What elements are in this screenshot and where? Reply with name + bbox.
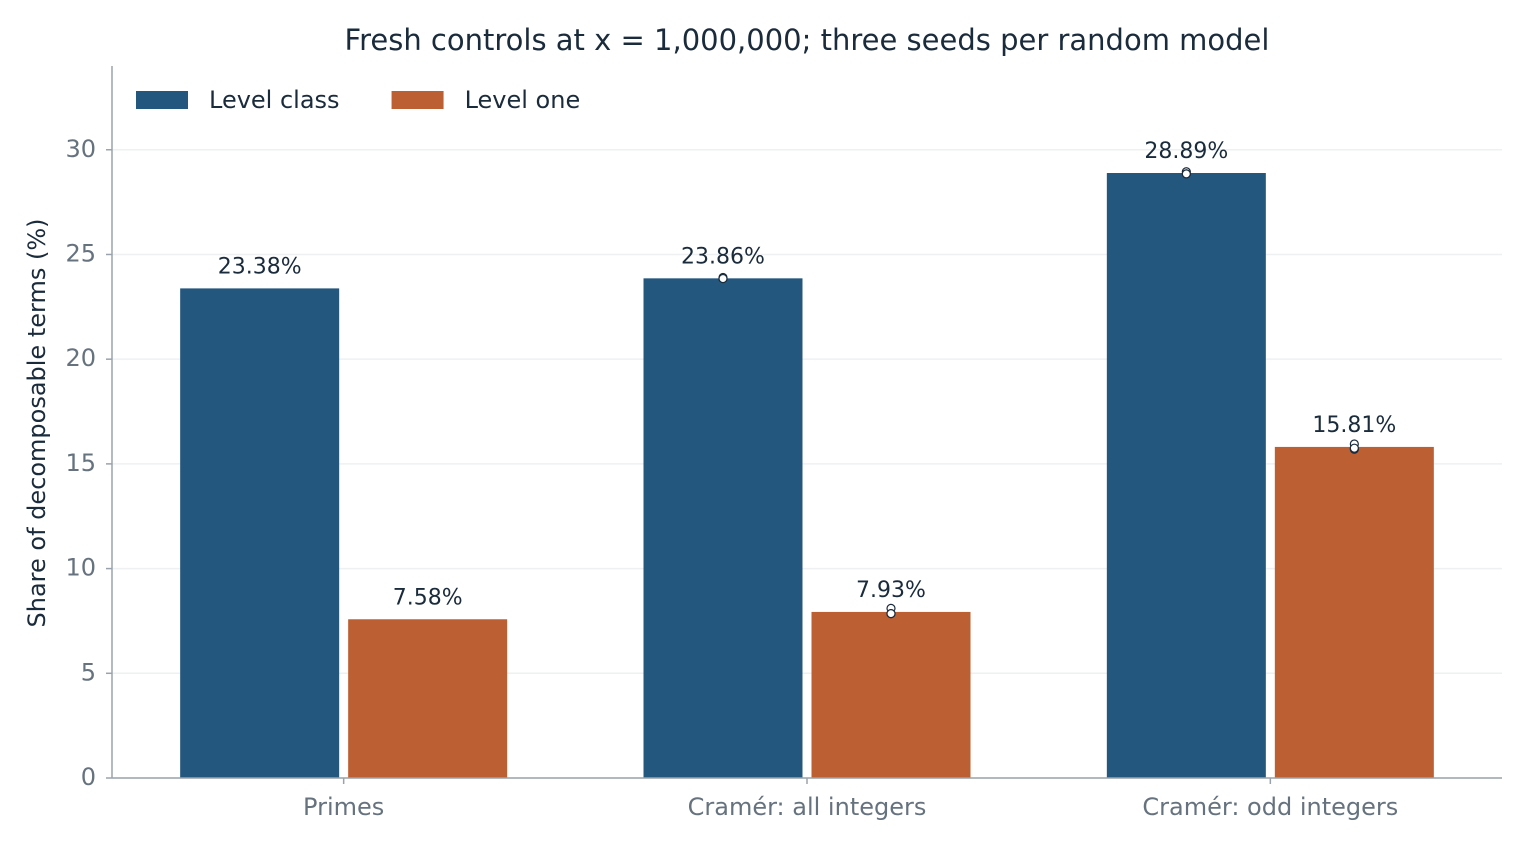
seed-point xyxy=(1349,443,1359,453)
bar xyxy=(1106,173,1266,779)
value-label: 28.89% xyxy=(1144,139,1228,164)
y-tick-label: 30 xyxy=(65,135,96,163)
bar xyxy=(811,611,971,778)
x-tick-label: Cramér: all integers xyxy=(688,793,927,821)
seed-point xyxy=(886,609,896,619)
seed-point xyxy=(1181,169,1191,179)
y-tick-label: 10 xyxy=(65,554,96,582)
legend-swatch xyxy=(136,91,188,109)
y-axis-label: Share of decomposable terms (%) xyxy=(23,219,51,628)
grid xyxy=(112,149,1502,779)
value-label: 15.81% xyxy=(1312,413,1396,438)
x-tick-label: Cramér: odd integers xyxy=(1142,793,1398,821)
bar xyxy=(180,288,340,778)
x-tick-label: Primes xyxy=(303,793,384,821)
bar xyxy=(1274,446,1434,778)
y-tick-label: 20 xyxy=(65,344,96,372)
chart-title: Fresh controls at x = 1,000,000; three s… xyxy=(345,23,1270,57)
y-tick-label: 5 xyxy=(81,658,96,686)
value-label: 7.93% xyxy=(856,578,926,603)
value-label: 23.86% xyxy=(681,244,765,269)
bar xyxy=(643,278,803,778)
bar xyxy=(348,619,508,778)
seed-point xyxy=(718,273,728,284)
legend-swatch xyxy=(391,91,444,109)
value-label: 7.58% xyxy=(393,585,463,610)
marks xyxy=(180,173,1434,779)
y-tick-label: 0 xyxy=(81,763,96,791)
value-label: 23.38% xyxy=(218,254,302,279)
legend-label: Level one xyxy=(465,86,581,114)
y-tick-label: 25 xyxy=(65,239,96,267)
y-tick-label: 15 xyxy=(65,449,96,477)
legend-label: Level class xyxy=(209,86,340,114)
